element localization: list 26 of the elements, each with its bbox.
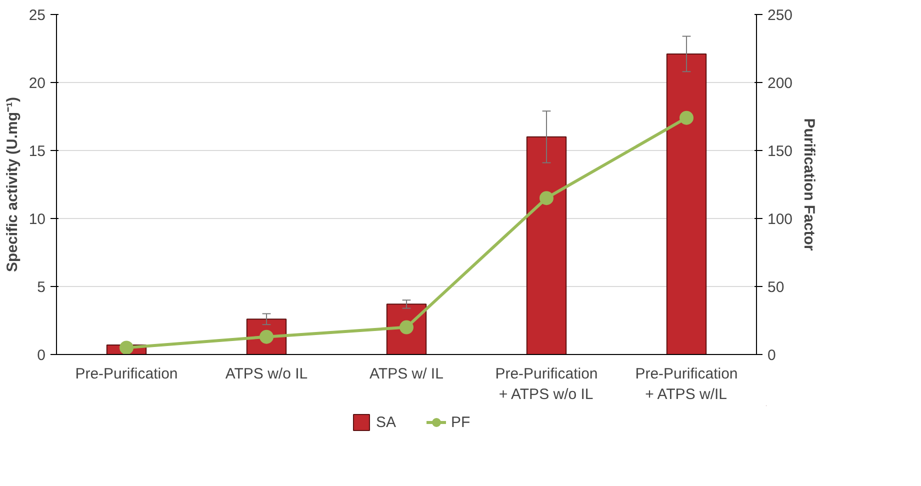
x-tick-label: Pre-Purification bbox=[75, 366, 178, 382]
x-tick-label: Pre-Purification + ATPS w/IL bbox=[635, 366, 738, 403]
legend-label: PF bbox=[451, 414, 472, 430]
y-tick-label: 10 bbox=[28, 211, 46, 228]
y-tick-label: 0 bbox=[37, 347, 46, 364]
y2-tick-label: 0 bbox=[768, 347, 776, 364]
y2-tick-label: 100 bbox=[768, 211, 793, 228]
y-tick-label: 20 bbox=[28, 75, 46, 92]
point bbox=[120, 340, 134, 354]
bar bbox=[666, 53, 707, 354]
legend-label: SA bbox=[376, 414, 396, 430]
y2-tick-label: 150 bbox=[768, 143, 793, 160]
point bbox=[540, 191, 554, 206]
y-axis-title: Specific activity (U.mg⁻¹) bbox=[4, 96, 21, 272]
bar bbox=[526, 136, 567, 354]
y-tick-label: 25 bbox=[28, 7, 46, 24]
x-tick-label: ATPS w/ IL bbox=[370, 366, 444, 382]
y2-tick-label: 250 bbox=[768, 7, 793, 24]
y-tick-label: 5 bbox=[37, 279, 46, 296]
y2-tick-label: 200 bbox=[768, 75, 793, 92]
y2-tick-label: 50 bbox=[768, 279, 784, 296]
x-tick-label: Pre-Purification + ATPS w/o IL bbox=[495, 366, 598, 403]
point bbox=[680, 110, 694, 125]
y2-axis-title: Purification Factor bbox=[800, 118, 818, 251]
y-tick-label: 15 bbox=[28, 143, 46, 160]
x-tick-label: ATPS w/o IL bbox=[225, 366, 308, 382]
